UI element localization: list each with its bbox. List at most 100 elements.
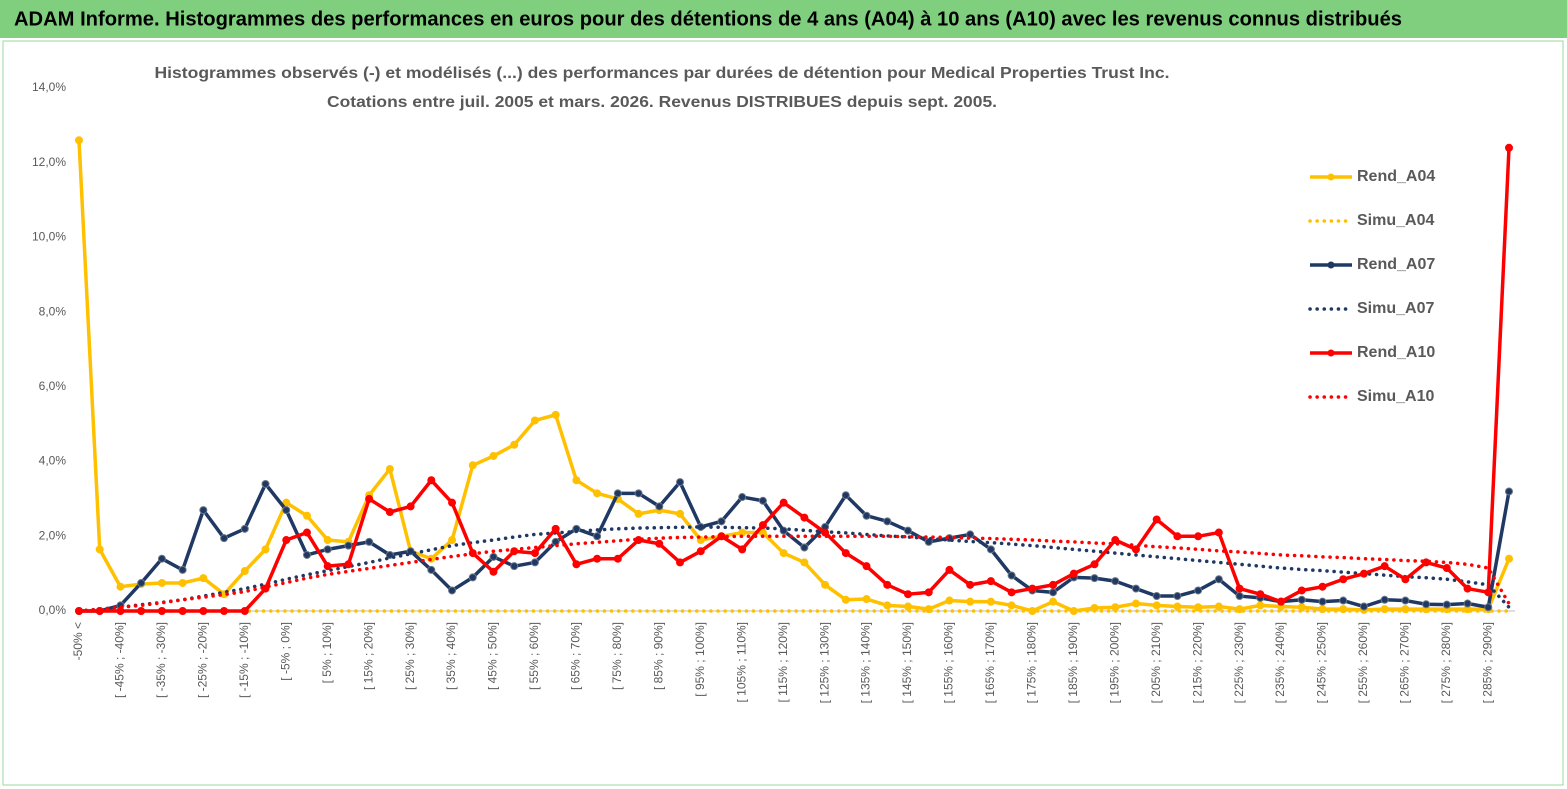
point bbox=[220, 534, 229, 543]
point bbox=[1007, 601, 1016, 610]
x-tick-label: [ 105% ; 110%] bbox=[734, 622, 748, 703]
x-tick-label: [ 175% ; 180%] bbox=[1025, 622, 1039, 703]
point bbox=[924, 588, 933, 597]
point bbox=[1131, 584, 1140, 593]
point bbox=[137, 578, 146, 587]
point bbox=[903, 526, 912, 535]
point bbox=[841, 549, 850, 558]
point bbox=[1194, 532, 1203, 541]
x-tick-label: [ -5% ; 0%] bbox=[278, 622, 292, 681]
x-tick-label: [ 225% ; 230%] bbox=[1232, 622, 1246, 703]
point bbox=[1505, 554, 1513, 563]
point bbox=[489, 451, 498, 460]
point bbox=[758, 521, 767, 530]
point bbox=[427, 565, 436, 574]
point bbox=[883, 580, 892, 589]
point bbox=[862, 595, 871, 604]
point bbox=[323, 562, 332, 571]
point bbox=[1194, 603, 1203, 612]
x-tick-label: [ 185% ; 190%] bbox=[1066, 622, 1080, 703]
x-tick-label: [ 155% ; 160%] bbox=[942, 622, 956, 703]
point bbox=[1401, 596, 1410, 605]
point bbox=[903, 590, 912, 599]
point bbox=[489, 552, 498, 561]
point bbox=[323, 545, 332, 554]
x-tick-label: [ -25% ; -20%] bbox=[196, 622, 210, 698]
point bbox=[261, 545, 270, 554]
x-tick-label: [ 235% ; 240%] bbox=[1273, 622, 1287, 703]
point bbox=[593, 554, 602, 563]
series-line bbox=[79, 147, 1511, 613]
x-tick-label: [ -35% ; -30%] bbox=[154, 622, 168, 698]
point bbox=[448, 586, 457, 595]
y-tick-label: 12,0% bbox=[32, 155, 66, 169]
x-tick-label: [ 55% ; 60%] bbox=[527, 622, 541, 690]
legend-label: Simu_A04 bbox=[1357, 212, 1434, 229]
point bbox=[676, 478, 685, 487]
x-tick-label: [ 145% ; 150%] bbox=[900, 622, 914, 703]
point bbox=[655, 539, 664, 548]
point bbox=[240, 607, 249, 615]
point bbox=[572, 560, 581, 569]
point bbox=[1235, 592, 1244, 601]
chart-title: Histogrammes observés (-) et modélisés (… bbox=[155, 65, 1170, 82]
point bbox=[966, 580, 975, 589]
point bbox=[1214, 575, 1223, 584]
point bbox=[365, 494, 374, 503]
y-tick-label: 6,0% bbox=[39, 379, 67, 393]
point bbox=[1111, 577, 1120, 586]
point bbox=[1049, 580, 1058, 589]
legend-marker bbox=[1327, 173, 1335, 181]
x-tick-label: [ 215% ; 220%] bbox=[1190, 622, 1204, 703]
point bbox=[986, 597, 995, 606]
point bbox=[676, 509, 685, 518]
x-tick-label: [ 135% ; 140%] bbox=[859, 622, 873, 703]
x-tick-label: [ -15% ; -10%] bbox=[237, 622, 251, 698]
point bbox=[986, 545, 995, 554]
point bbox=[282, 536, 291, 545]
x-tick-label: [ 245% ; 250%] bbox=[1315, 622, 1329, 703]
point bbox=[302, 511, 311, 520]
x-tick-label: [ 275% ; 280%] bbox=[1439, 622, 1453, 703]
point bbox=[883, 601, 892, 610]
point bbox=[696, 547, 705, 556]
point bbox=[1359, 602, 1368, 611]
point bbox=[800, 558, 809, 567]
point bbox=[1505, 143, 1513, 152]
banner-title: ADAM Informe. Histogrammes des performan… bbox=[14, 8, 1402, 30]
x-tick-label: -50% < bbox=[71, 622, 85, 660]
point bbox=[1442, 600, 1451, 609]
point bbox=[1152, 592, 1161, 601]
point bbox=[489, 567, 498, 576]
point bbox=[1256, 590, 1265, 599]
point bbox=[365, 537, 374, 546]
point bbox=[1505, 487, 1513, 496]
point bbox=[1380, 562, 1389, 571]
point bbox=[1131, 545, 1140, 554]
point bbox=[1318, 582, 1327, 591]
point bbox=[178, 565, 187, 574]
point bbox=[551, 410, 560, 419]
legend-label: Simu_A07 bbox=[1357, 300, 1434, 317]
x-tick-label: [ 25% ; 30%] bbox=[403, 622, 417, 690]
x-tick-label: [ 115% ; 120%] bbox=[776, 622, 790, 703]
point bbox=[1049, 597, 1058, 606]
point bbox=[593, 489, 602, 498]
point bbox=[1090, 560, 1099, 569]
point bbox=[1131, 599, 1140, 608]
point bbox=[634, 489, 643, 498]
point bbox=[406, 502, 415, 511]
series-line bbox=[79, 480, 1511, 613]
point bbox=[302, 550, 311, 559]
point bbox=[261, 479, 270, 488]
point bbox=[1235, 584, 1244, 593]
legend-marker bbox=[1327, 349, 1335, 357]
x-tick-label: [ 165% ; 170%] bbox=[983, 622, 997, 703]
point bbox=[841, 595, 850, 604]
y-tick-label: 0,0% bbox=[39, 603, 67, 617]
point bbox=[468, 573, 477, 582]
point bbox=[717, 517, 726, 526]
point bbox=[945, 596, 954, 605]
point bbox=[1173, 602, 1182, 611]
point bbox=[323, 536, 332, 545]
